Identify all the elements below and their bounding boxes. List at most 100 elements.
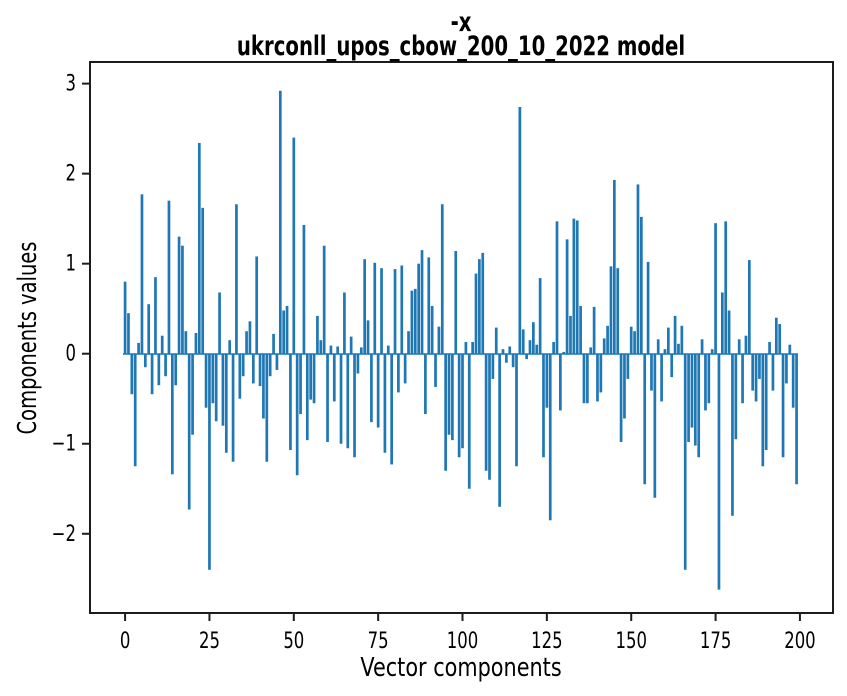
bar — [430, 305, 434, 354]
y-tick-label: 0 — [65, 340, 76, 366]
chart-title-line2: ukrconll_upos_cbow_200_10_2022 model — [237, 30, 685, 62]
bar — [366, 320, 370, 354]
bar — [680, 325, 684, 354]
bar — [150, 353, 154, 395]
bar — [542, 353, 545, 458]
bar — [370, 353, 373, 423]
x-tick-label: 50 — [283, 628, 304, 654]
bar — [535, 344, 539, 354]
bar — [555, 221, 559, 354]
bar — [393, 269, 397, 354]
y-tick-label: 2 — [65, 160, 76, 186]
bar — [184, 331, 188, 354]
bar — [285, 305, 289, 354]
bar — [586, 353, 589, 404]
bar — [272, 333, 275, 354]
bar — [326, 353, 329, 442]
bar — [181, 245, 184, 354]
bar — [170, 353, 174, 475]
bar — [204, 353, 208, 408]
bar — [518, 107, 522, 354]
bar — [197, 143, 201, 354]
bar-series — [123, 90, 798, 590]
bar — [343, 292, 346, 354]
bar — [417, 263, 420, 354]
bar — [734, 353, 738, 440]
bar — [653, 353, 657, 498]
bar — [562, 351, 566, 354]
bar — [656, 339, 660, 354]
bar — [140, 194, 144, 354]
bar — [690, 353, 694, 428]
bar — [747, 260, 751, 354]
bar — [484, 353, 488, 471]
bar — [278, 90, 282, 354]
bar — [791, 353, 795, 408]
bar — [413, 288, 417, 354]
chart-title-line1: -x — [451, 6, 472, 38]
bar — [319, 340, 323, 354]
bar — [376, 353, 380, 428]
bar — [724, 221, 728, 354]
bar — [602, 338, 606, 354]
bar — [329, 345, 333, 354]
bar — [579, 305, 582, 354]
bar — [133, 353, 137, 467]
bar — [359, 347, 363, 354]
bar — [521, 329, 525, 354]
bar — [525, 353, 528, 360]
bar — [339, 353, 343, 444]
bar — [545, 353, 549, 408]
bar — [552, 342, 555, 354]
bar — [764, 353, 768, 451]
bar — [710, 349, 714, 354]
bar — [582, 353, 586, 404]
bar — [687, 353, 690, 442]
x-tick-label: 150 — [615, 628, 646, 654]
bar — [238, 353, 242, 399]
bar — [373, 262, 377, 354]
bar — [157, 353, 161, 386]
y-tick-label: −1 — [52, 430, 76, 456]
bar — [714, 223, 717, 354]
bar — [275, 353, 279, 370]
bar — [201, 207, 205, 354]
bar — [407, 331, 410, 354]
bar — [316, 315, 319, 354]
bar — [778, 324, 782, 354]
x-tick-label: 125 — [531, 628, 562, 654]
bar — [761, 353, 765, 467]
bar — [673, 315, 677, 354]
bar — [569, 315, 572, 354]
bar — [390, 353, 393, 465]
bar — [289, 353, 292, 451]
bar — [241, 353, 245, 377]
bar — [255, 256, 259, 354]
bar — [214, 353, 218, 422]
bar — [488, 353, 491, 480]
bar — [130, 353, 134, 395]
bar — [505, 353, 508, 363]
bar — [336, 346, 340, 354]
bar — [683, 353, 687, 570]
bar — [795, 353, 798, 485]
bar — [403, 353, 407, 384]
bar — [609, 266, 613, 354]
bar — [410, 290, 414, 354]
bar — [194, 333, 198, 354]
x-tick-label: 25 — [199, 628, 220, 654]
bar — [670, 353, 674, 378]
bar — [454, 251, 458, 354]
y-tick-label: −2 — [52, 520, 76, 546]
x-axis-ticks: 0 25 50 75 100 125 150 175 200 — [120, 613, 816, 654]
y-axis-label: Components values — [13, 242, 42, 435]
bar — [305, 353, 309, 441]
bar — [322, 245, 326, 354]
bar — [781, 353, 785, 458]
bar — [386, 345, 390, 354]
bar — [143, 353, 147, 368]
bar — [123, 281, 127, 354]
bar — [491, 353, 495, 379]
bar — [265, 353, 269, 462]
bar — [626, 353, 630, 379]
